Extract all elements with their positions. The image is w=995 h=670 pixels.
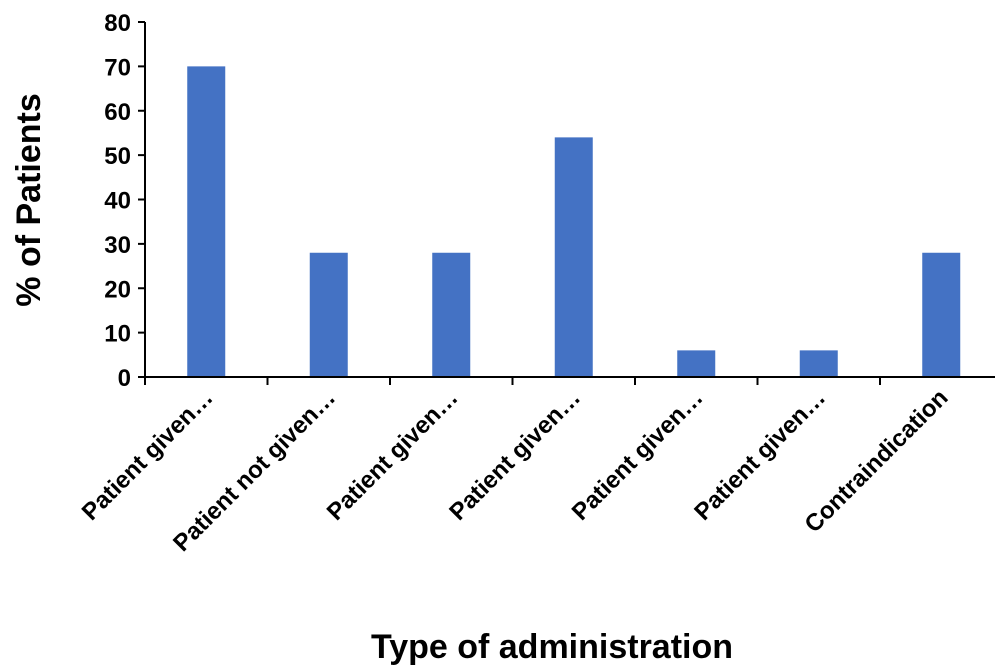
y-axis-title: % of Patients xyxy=(10,93,48,306)
x-category-label: Patient given… xyxy=(689,384,831,526)
x-category-label: Patient given… xyxy=(77,384,219,526)
bar xyxy=(187,66,226,377)
x-category-label: Patient given… xyxy=(322,384,464,526)
y-tick-label: 20 xyxy=(104,276,131,303)
y-ticks: 0 10 20 30 40 50 60 70 80 xyxy=(104,10,145,392)
y-tick-label: 70 xyxy=(104,54,131,81)
y-tick-label: 60 xyxy=(104,99,131,126)
y-tick-label: 40 xyxy=(104,188,131,215)
y-tick-label: 50 xyxy=(104,143,131,170)
x-axis-title: Type of administration xyxy=(371,628,733,666)
bar xyxy=(554,137,593,377)
y-tick-label: 0 xyxy=(118,365,131,392)
bar xyxy=(432,252,471,377)
y-axis: 0 10 20 30 40 50 60 70 80 xyxy=(104,10,146,392)
bar xyxy=(677,350,716,377)
y-tick-label: 10 xyxy=(104,321,131,348)
bar xyxy=(309,252,348,377)
x-ticks xyxy=(144,377,881,385)
bar xyxy=(922,252,961,377)
bar xyxy=(799,350,838,377)
bars xyxy=(187,66,961,377)
x-category-label: Patient given… xyxy=(567,384,709,526)
y-tick-label: 80 xyxy=(104,10,131,37)
y-tick-label: 30 xyxy=(104,232,131,259)
x-category-label: Patient given… xyxy=(444,384,586,526)
x-category-labels: Patient given…Patient not given…Patient … xyxy=(77,384,954,557)
x-axis: Patient given…Patient not given…Patient … xyxy=(77,376,995,557)
